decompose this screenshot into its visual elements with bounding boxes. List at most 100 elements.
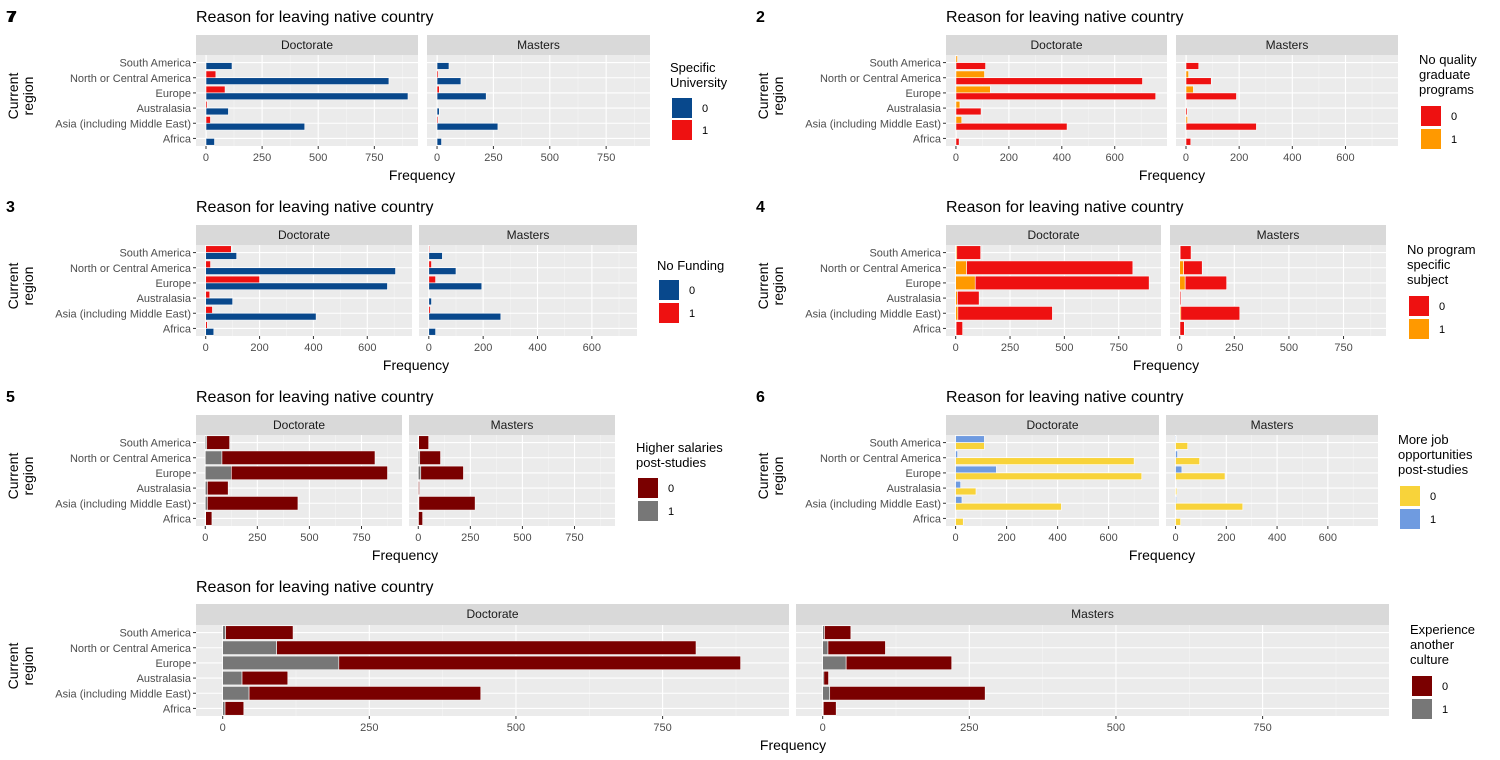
bar-level-0 xyxy=(436,122,499,131)
x-tick-label: 250 xyxy=(360,722,378,734)
chart-title: Reason for leaving native country xyxy=(946,9,1183,26)
bar-level-0 xyxy=(1185,77,1212,85)
legend-key xyxy=(638,478,658,498)
bar-level-0 xyxy=(418,496,476,511)
bar-level-1 xyxy=(822,655,847,671)
bar-level-1 xyxy=(955,306,959,321)
x-tick-label: 250 xyxy=(248,532,266,544)
y-tick-label: Europe xyxy=(156,468,191,480)
legend-label: 0 xyxy=(668,483,674,495)
y-tick-label: North or Central America xyxy=(70,263,192,275)
chart-panel-7: Reason for leaving native country Doctora… xyxy=(5,579,1475,753)
y-tick-label: North or Central America xyxy=(70,453,192,465)
bar-level-0 xyxy=(955,472,1143,481)
bar-level-0 xyxy=(955,138,960,146)
text-line: post-studies xyxy=(1398,462,1469,477)
text-line: another xyxy=(1410,637,1455,652)
x-tick-label: 0 xyxy=(202,532,208,544)
text-line: No Funding xyxy=(657,258,724,273)
text-line: No program xyxy=(1407,242,1476,257)
bar-level-1 xyxy=(1175,435,1177,443)
text-line: No quality xyxy=(1419,52,1477,67)
bar-level-0 xyxy=(1175,442,1189,450)
facet-masters: Masters 0 250 500 750 xyxy=(796,604,1389,734)
bar-level-0 xyxy=(205,77,390,85)
facet-doctorate: Doctorate 0 250 500 750 South America North or… xyxy=(55,415,402,544)
facet-label: Masters xyxy=(1257,228,1300,242)
text-line: region xyxy=(20,457,36,496)
bar-level-1 xyxy=(222,625,226,640)
bar-level-0 xyxy=(1185,122,1257,131)
x-tick-label: 0 xyxy=(415,532,421,544)
y-tick-label: Europe xyxy=(906,88,941,100)
x-tick-label: 400 xyxy=(304,342,322,354)
x-tick-label: 400 xyxy=(1283,152,1301,164)
legend-label: 0 xyxy=(702,103,708,115)
x-tick-label: 500 xyxy=(1055,342,1073,354)
bar-level-0 xyxy=(205,328,215,336)
bar-level-0 xyxy=(955,457,1135,465)
bar-level-1 xyxy=(428,306,431,314)
x-tick-label: 500 xyxy=(1280,342,1298,354)
bar-level-0 xyxy=(1185,92,1237,101)
x-tick-label: 0 xyxy=(220,722,226,734)
x-axis-label: Frequency xyxy=(389,167,455,183)
bar-level-0 xyxy=(428,252,443,260)
x-tick-label: 0 xyxy=(1177,342,1183,354)
panel-background xyxy=(1176,55,1398,146)
y-tick-label: Europe xyxy=(156,278,191,290)
legend-label: 1 xyxy=(1439,324,1445,336)
x-tick-label: 750 xyxy=(653,722,671,734)
legend: Experience another culture 0 1 xyxy=(1410,622,1475,719)
legend-key xyxy=(672,120,692,140)
y-tick-label: Asia (including Middle East) xyxy=(55,498,191,510)
legend-key xyxy=(1421,129,1441,149)
bar-level-0 xyxy=(955,518,964,526)
x-tick-label: 250 xyxy=(253,152,271,164)
x-tick-label: 250 xyxy=(1001,342,1019,354)
panel-background xyxy=(946,55,1167,146)
x-tick-label: 600 xyxy=(583,342,601,354)
x-tick-label: 250 xyxy=(1225,342,1243,354)
bar-level-0 xyxy=(845,655,953,671)
facet-doctorate: Doctorate 0 200 400 600 South America North or… xyxy=(805,35,1167,164)
y-tick-label: Australasia xyxy=(887,483,942,495)
x-tick-label: 500 xyxy=(541,152,559,164)
facet-label: Doctorate xyxy=(273,418,325,432)
bar-level-0 xyxy=(955,442,985,450)
facet-strip xyxy=(419,225,637,245)
y-tick-label: Australasia xyxy=(137,293,192,305)
bar-level-0 xyxy=(225,625,294,640)
bar-level-0 xyxy=(231,465,388,481)
legend: No program specific subject 0 1 xyxy=(1407,242,1476,339)
bar-level-0 xyxy=(205,297,233,306)
x-tick-label: 750 xyxy=(1334,342,1352,354)
y-tick-label: Europe xyxy=(906,278,941,290)
legend-label: 1 xyxy=(1451,134,1457,146)
bar-level-0 xyxy=(1175,457,1200,465)
bar-level-1 xyxy=(417,465,422,481)
text-line: Higher salaries xyxy=(636,440,723,455)
bar-level-1 xyxy=(205,260,211,269)
y-axis-label: Currentregion xyxy=(5,453,36,500)
bar-level-1 xyxy=(1175,465,1183,474)
x-tick-label: 0 xyxy=(1172,532,1178,544)
y-tick-label: Europe xyxy=(156,658,191,670)
bar-level-0 xyxy=(207,480,229,496)
facet-strip xyxy=(796,604,1389,625)
y-axis-label: Currentregion xyxy=(5,73,36,120)
bar-level-1 xyxy=(205,85,226,94)
x-tick-label: 200 xyxy=(1000,152,1018,164)
bar-level-1 xyxy=(205,70,217,79)
facet-doctorate: Doctorate 0 200 400 600 South America North or… xyxy=(805,415,1159,544)
bar-level-0 xyxy=(974,275,1150,291)
text-line: region xyxy=(770,457,786,496)
legend-key xyxy=(1400,486,1420,506)
bar-level-1 xyxy=(222,640,277,655)
x-tick-label: 750 xyxy=(565,532,583,544)
bar-level-1 xyxy=(436,70,439,79)
y-tick-label: Asia (including Middle East) xyxy=(805,118,941,130)
chart-title: Reason for leaving native country xyxy=(196,199,433,216)
bar-level-0 xyxy=(955,107,982,116)
bar-level-1 xyxy=(204,465,232,481)
